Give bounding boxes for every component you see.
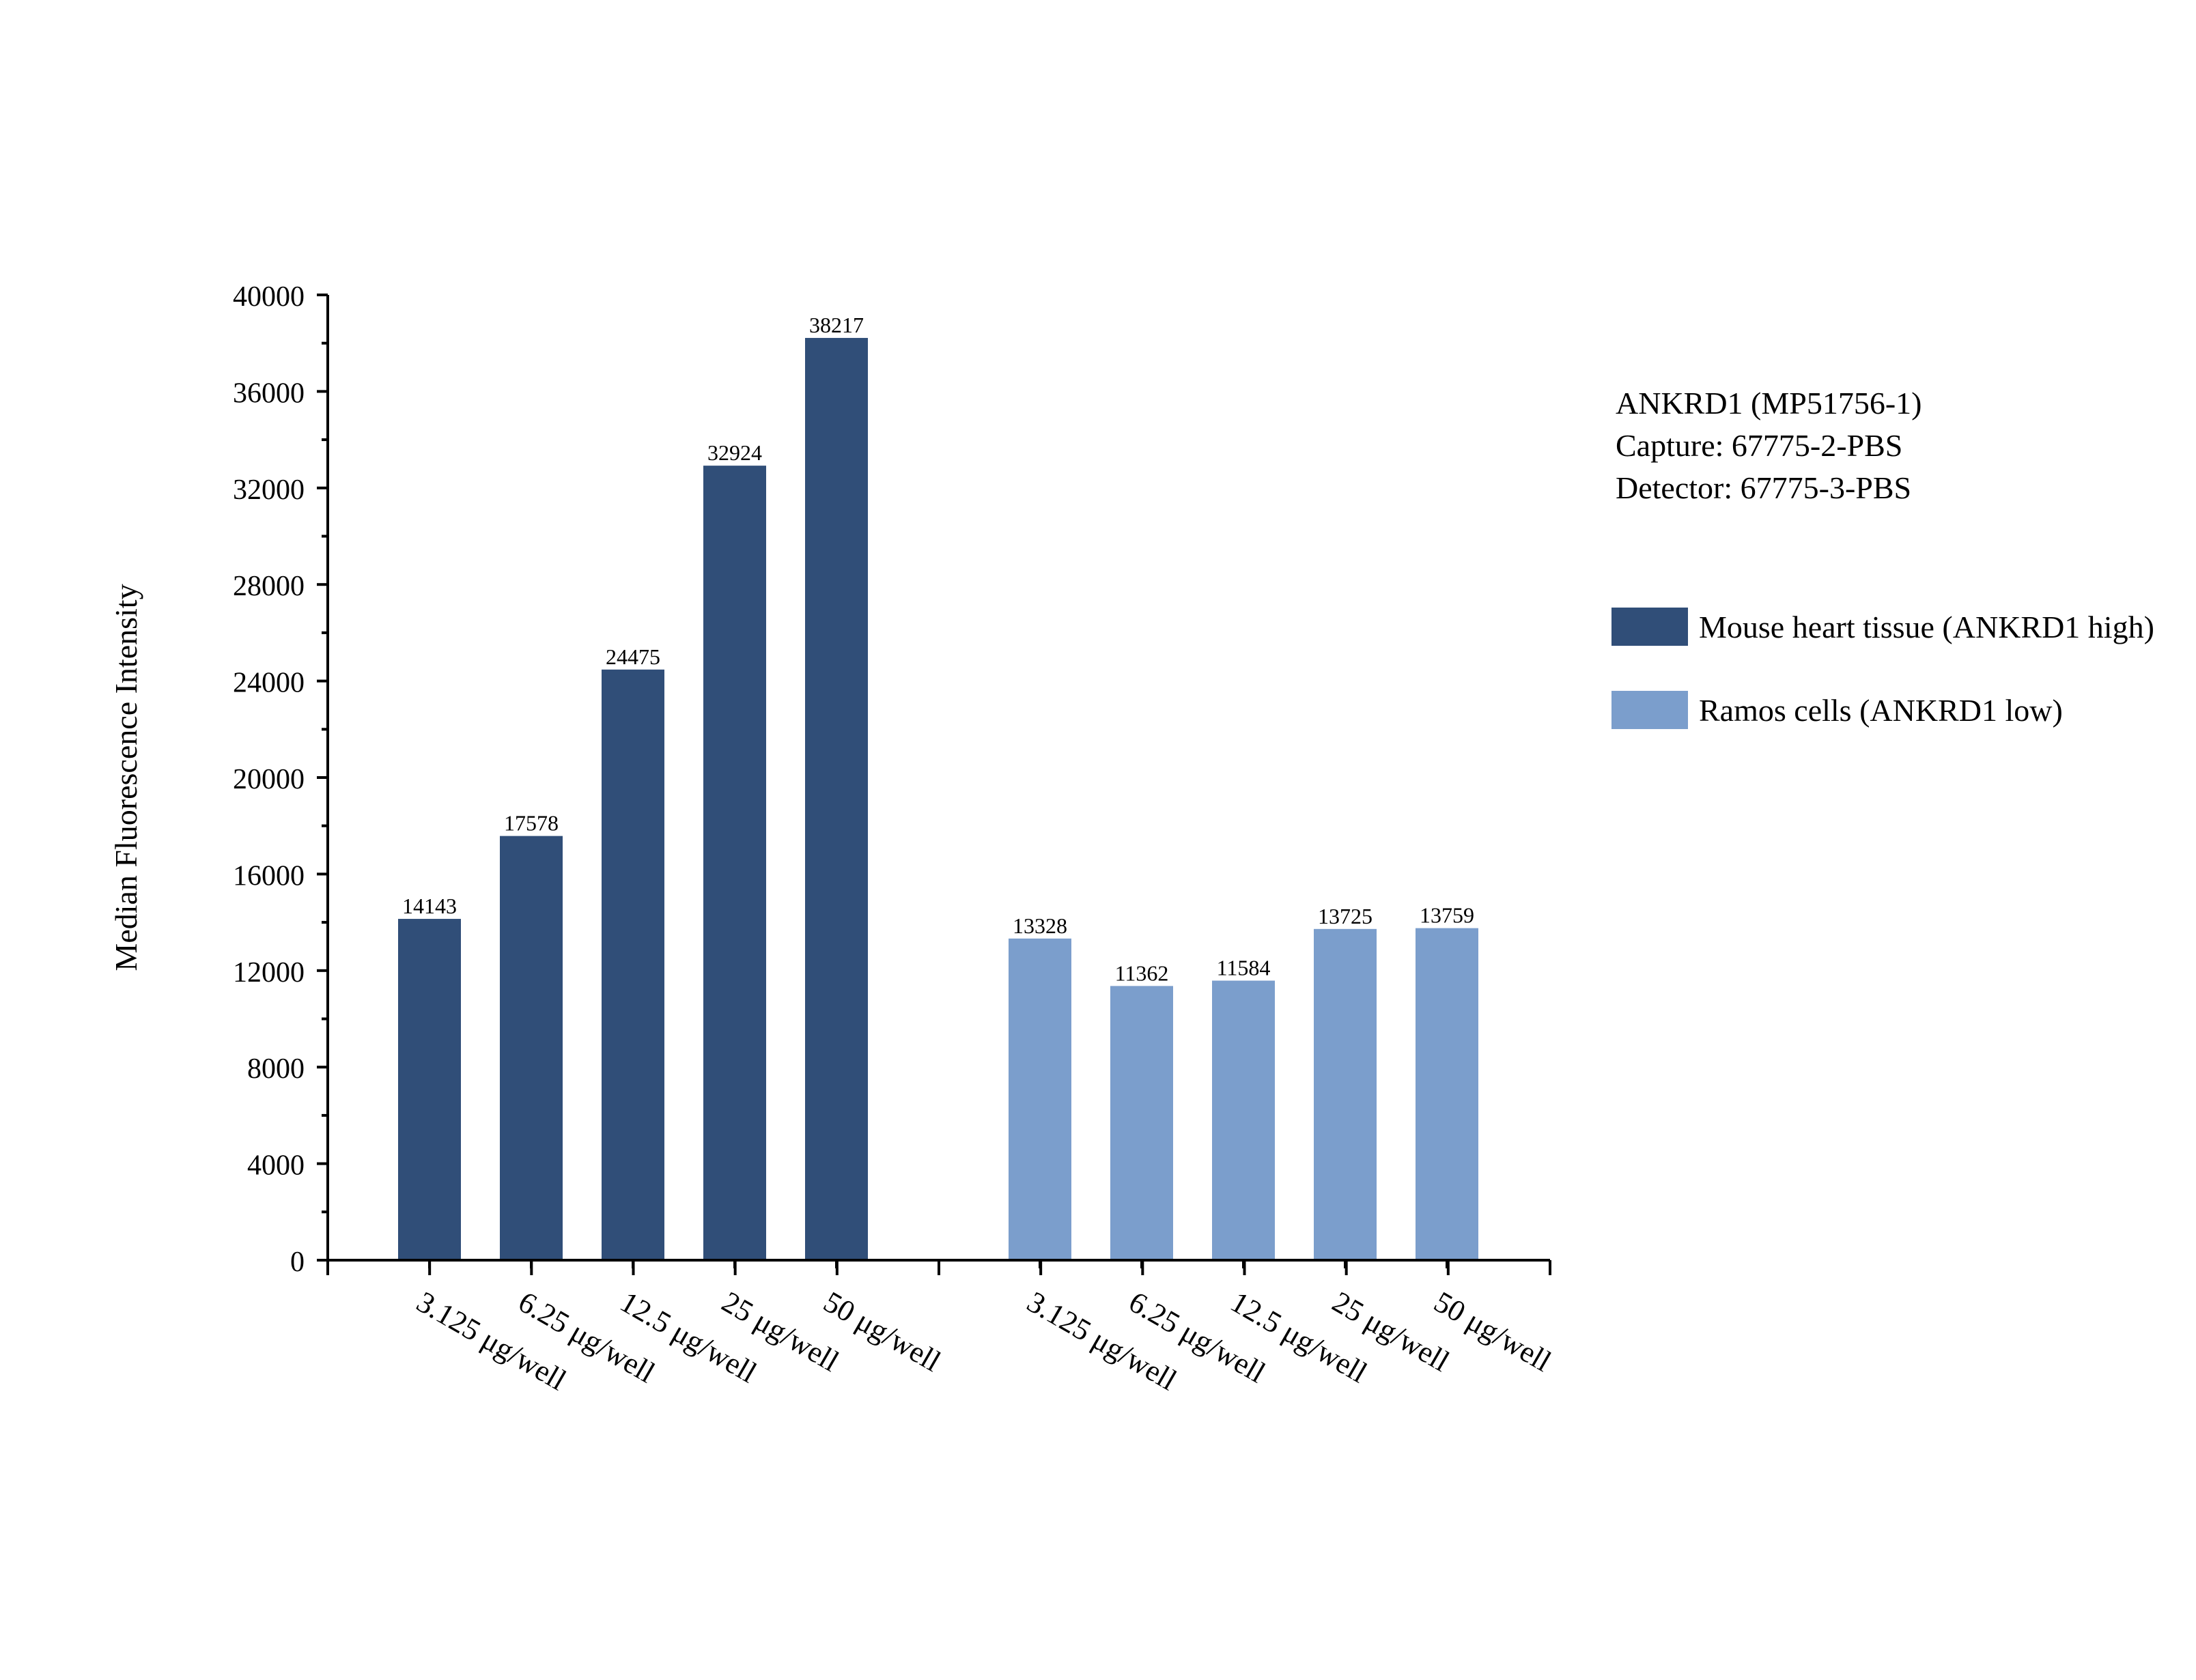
y-tick-label: 32000 [233,474,305,506]
capture-antibody: Capture: 67775-2-PBS [1616,428,1903,463]
bar-mouse-heart-4 [703,466,766,1260]
bar-ramos-2 [1110,986,1173,1260]
y-tick-label: 24000 [233,668,305,699]
bar-mouse-heart-5 [805,338,868,1260]
bar-ramos-3 [1212,980,1275,1260]
bar-mouse-heart-1 [398,919,461,1260]
legend: Mouse heart tissue (ANKRD1 high) Ramos c… [1611,606,2154,773]
y-axis-title: Median Fluorescence Intensity [109,584,143,971]
y-tick-label: 20000 [233,764,305,795]
bar-value-label: 24475 [606,644,660,669]
legend-swatch-mouse-heart [1611,608,1688,646]
bar-ramos-4 [1314,928,1377,1260]
bar-ramos-1 [1009,938,1071,1260]
y-tick-label: 0 [290,1247,305,1278]
bar-value-label: 13759 [1420,903,1474,928]
bar-value-label: 17578 [504,811,559,836]
y-tick-label: 16000 [233,860,305,892]
x-tick-label: 50 μg/well [818,1285,946,1378]
bar-value-label: 13725 [1318,904,1372,928]
y-tick-label: 28000 [233,571,305,602]
legend-swatch-ramos [1611,691,1688,729]
bar-value-label: 38217 [809,313,864,337]
y-tick-label: 12000 [233,957,305,988]
legend-item-ramos: Ramos cells (ANKRD1 low) [1611,689,2154,730]
bar-value-label: 32924 [707,440,762,465]
y-tick-label: 40000 [233,281,305,313]
y-tick-label: 8000 [247,1053,305,1085]
y-ticks-layer: 0 4000 8000 12000 16000 20000 24000 28000 32000 3… [233,281,328,1278]
detector-antibody: Detector: 67775-3-PBS [1616,470,1912,505]
assay-info: ANKRD1 (MP51756-1) Capture: 67775-2-PBS … [1616,382,1922,509]
legend-label-mouse-heart: Mouse heart tissue (ANKRD1 high) [1699,609,2154,644]
bar-value-label: 14143 [402,894,457,918]
bar-value-label: 13328 [1013,913,1067,938]
bar-ramos-5 [1416,928,1478,1260]
legend-label-ramos: Ramos cells (ANKRD1 low) [1699,692,2063,728]
bar-value-label: 11362 [1115,960,1169,985]
bars-layer [398,338,1478,1260]
y-tick-label: 4000 [247,1150,305,1182]
legend-item-mouse-heart: Mouse heart tissue (ANKRD1 high) [1611,606,2154,647]
antibody-pair-name: ANKRD1 (MP51756-1) [1616,386,1922,421]
bar-mouse-heart-2 [500,836,563,1260]
x-tick-label: 50 μg/well [1428,1285,1557,1378]
bar-value-label: 11584 [1217,956,1271,980]
y-tick-label: 36000 [233,378,305,409]
bar-mouse-heart-3 [602,669,664,1260]
data-labels-layer: 14143 17578 24475 32924 38217 13328 11362 11584… [402,313,1474,985]
